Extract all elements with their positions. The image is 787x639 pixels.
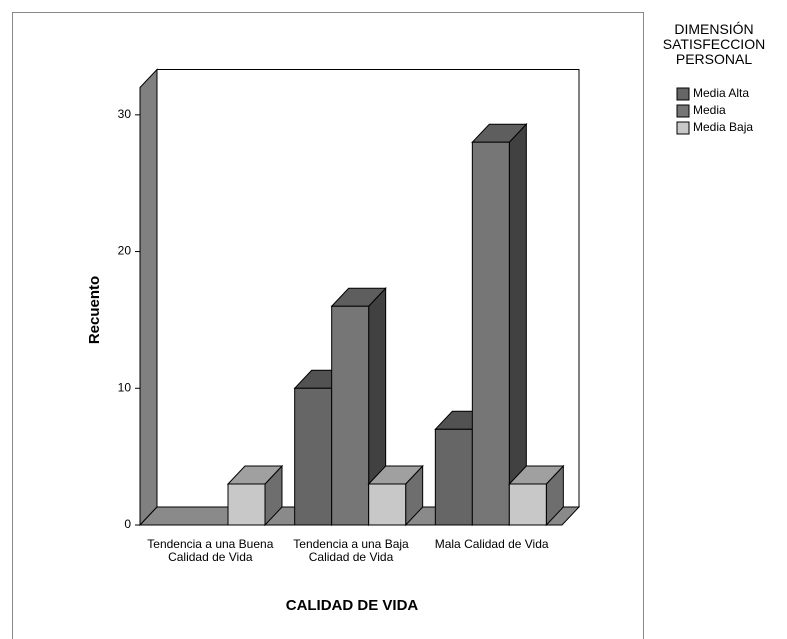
frame [12, 12, 644, 639]
legend-label: Media Alta [693, 86, 749, 100]
y-axis-title: Recuento [86, 276, 103, 344]
legend-title: DIMENSIÓN SATISFECCION PERSONAL [662, 21, 766, 67]
bar [471, 141, 510, 526]
bar [508, 483, 547, 526]
x-axis-title: CALIDAD DE VIDA [286, 597, 419, 614]
legend-swatch [676, 121, 690, 135]
bar [434, 428, 473, 526]
bar [331, 305, 370, 526]
y-tick-label: 0 [124, 517, 131, 531]
x-tick-label: Mala Calidad de Vida [434, 537, 549, 551]
x-tick-label: Tendencia a una Buena Calidad de Vida [147, 537, 274, 564]
y-tick-label: 20 [118, 244, 132, 258]
x-tick-label: Tendencia a una Baja Calidad de Vida [293, 537, 409, 564]
legend-swatch [676, 87, 690, 101]
bar [368, 483, 407, 526]
side-wall [139, 68, 158, 527]
bar [227, 483, 266, 526]
y-tick-label: 30 [118, 107, 132, 121]
bar-side [508, 122, 527, 527]
legend-swatch [676, 104, 690, 118]
legend-label: Media [693, 103, 726, 117]
legend-label: Media Baja [693, 120, 753, 134]
y-tick-label: 10 [118, 380, 132, 394]
bar [294, 387, 333, 526]
